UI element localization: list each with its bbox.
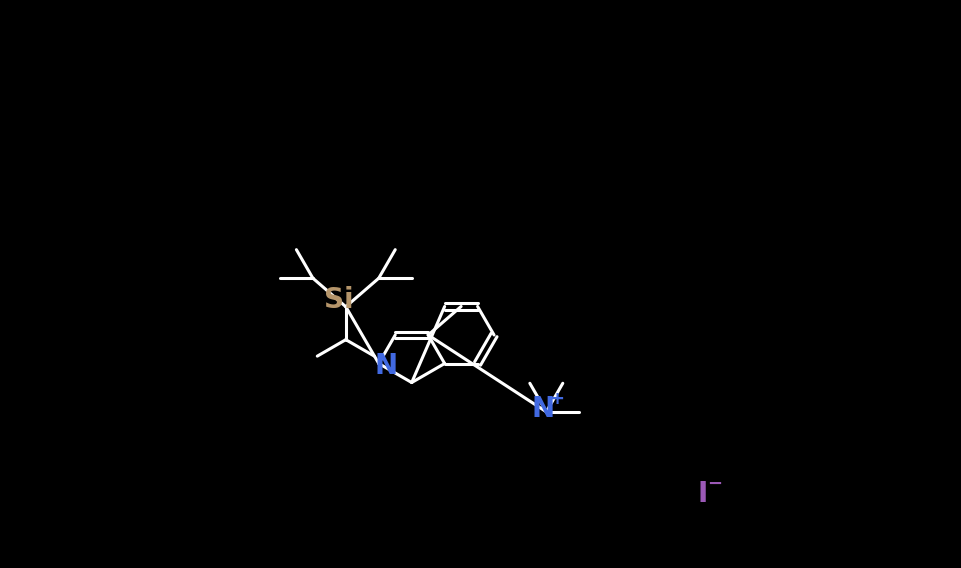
Text: N: N <box>531 395 554 423</box>
Text: +: + <box>549 390 563 408</box>
Text: N: N <box>374 352 397 381</box>
Text: Si: Si <box>324 286 354 314</box>
Text: I: I <box>697 480 707 508</box>
Text: −: − <box>706 475 722 493</box>
